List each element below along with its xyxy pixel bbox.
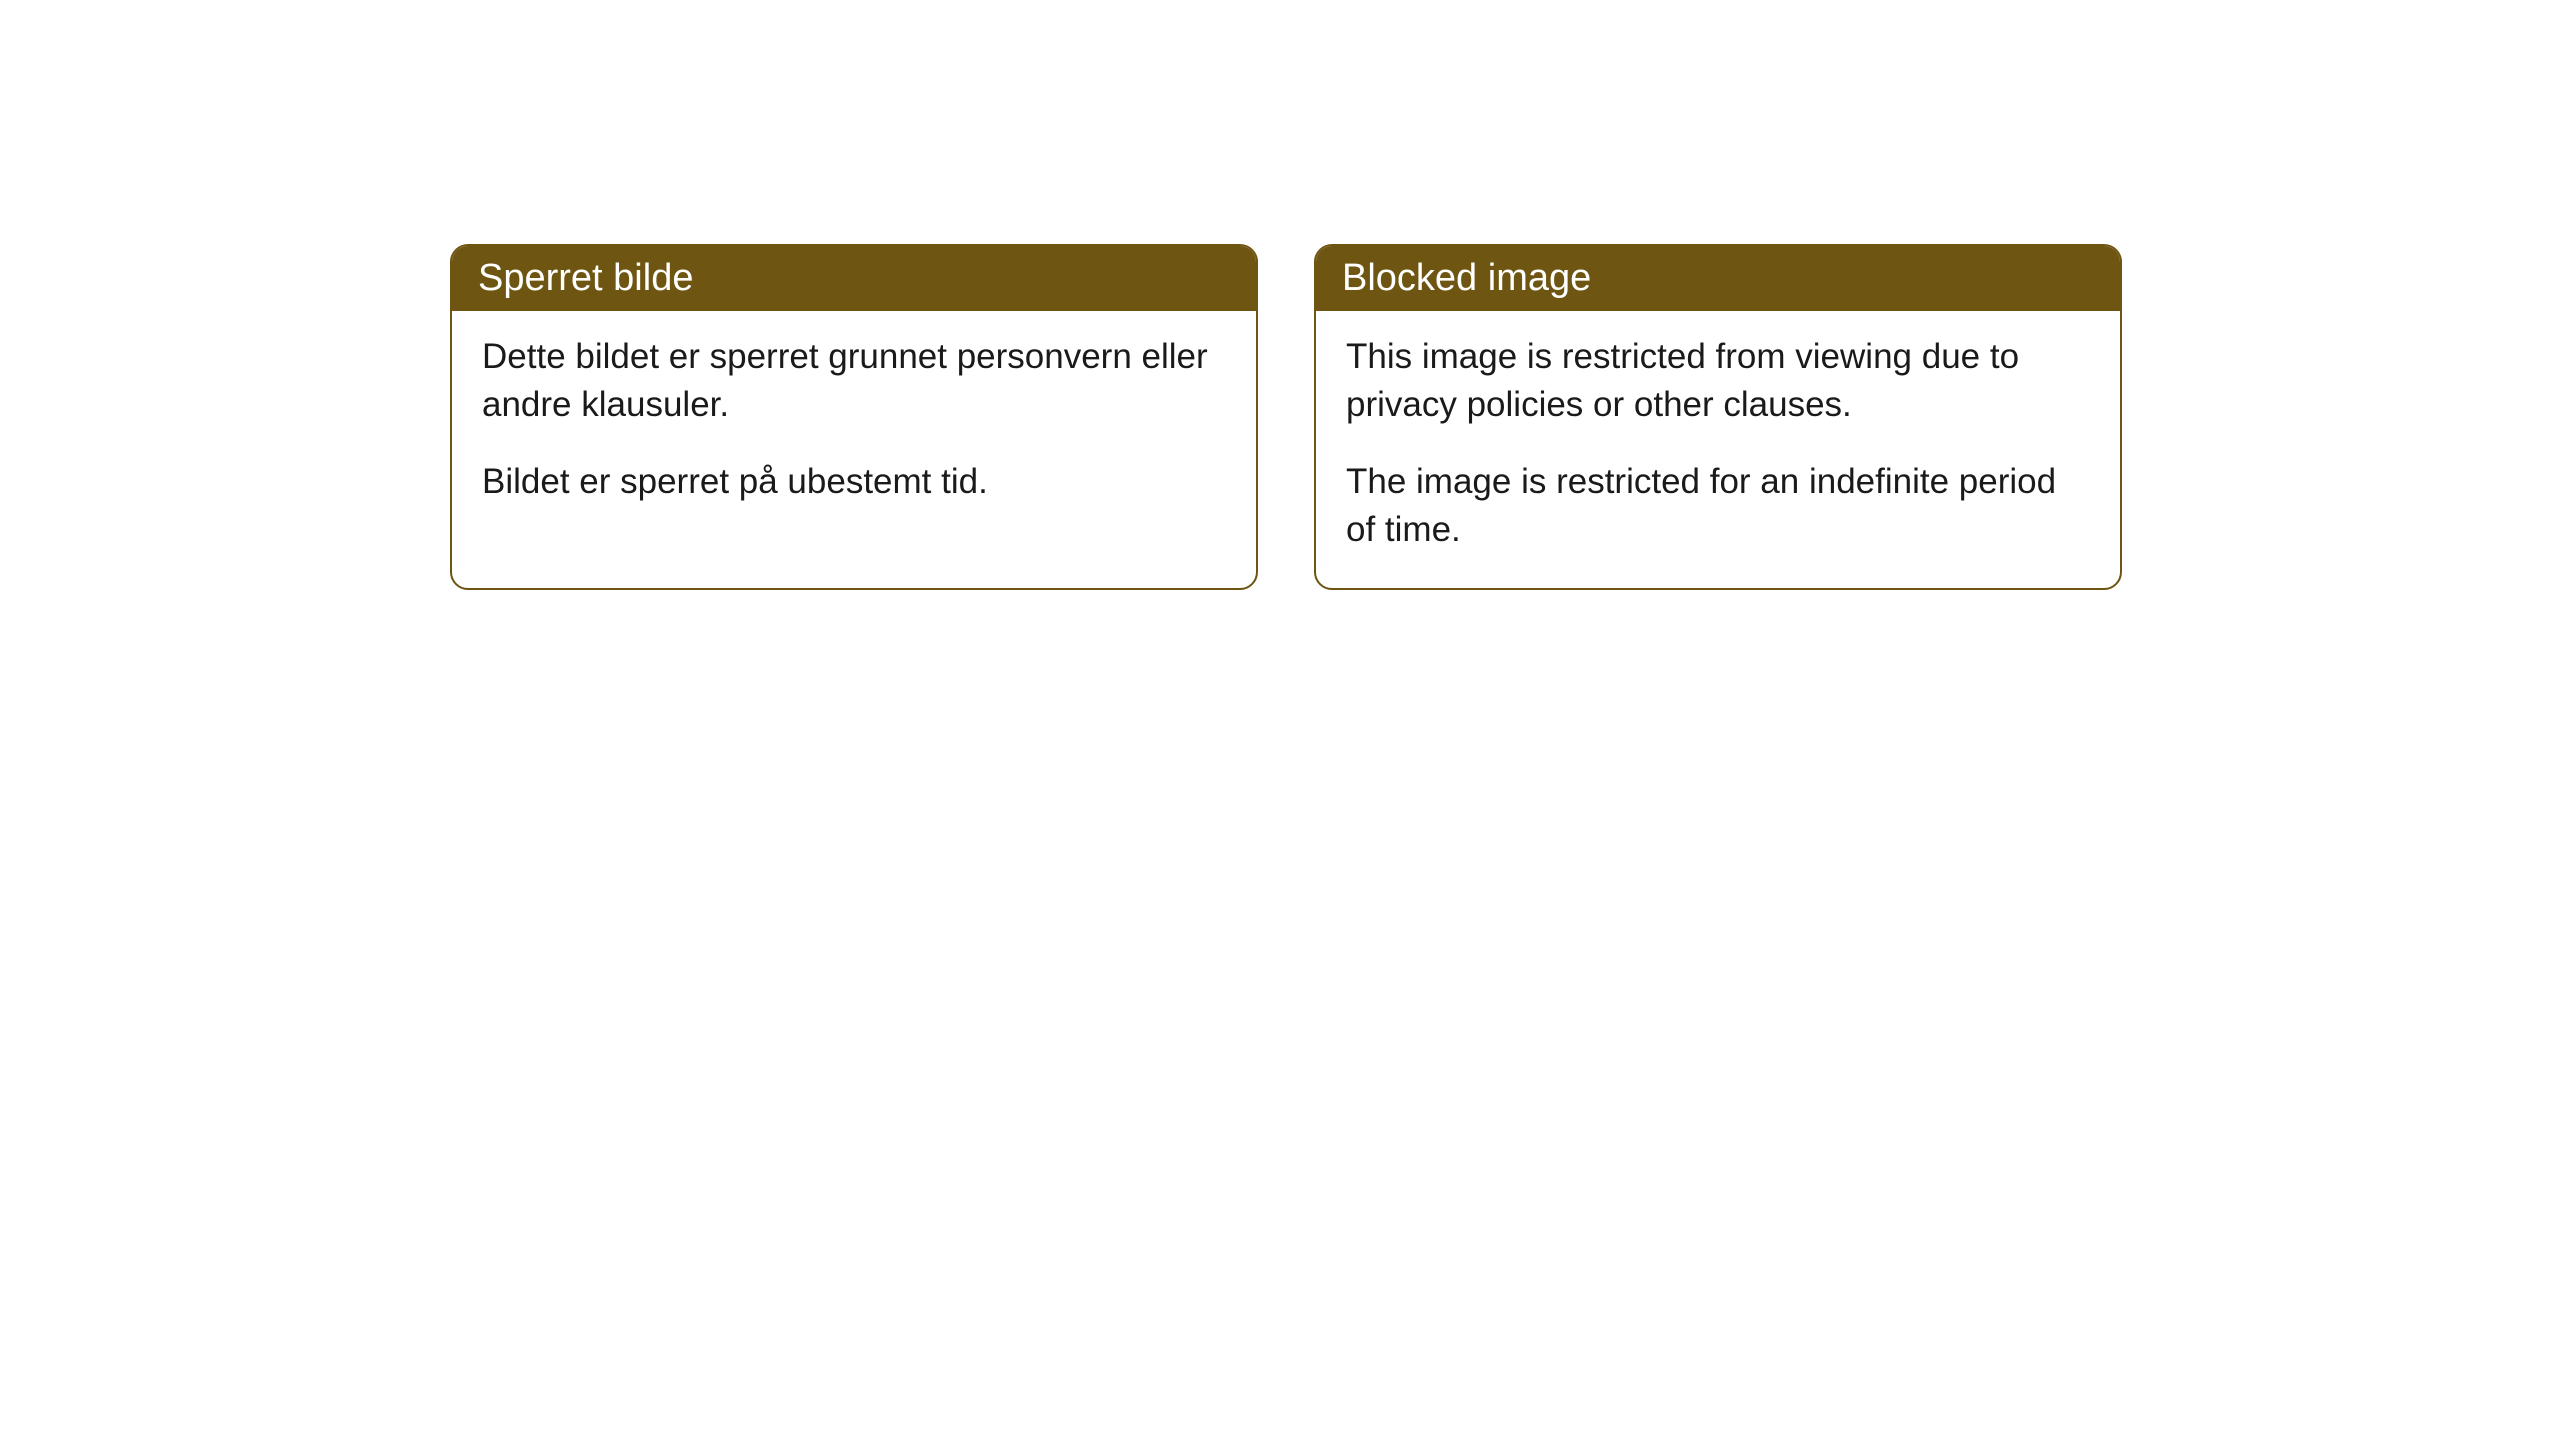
card-paragraph-2-no: Bildet er sperret på ubestemt tid. [482,458,1226,506]
card-paragraph-1-no: Dette bildet er sperret grunnet personve… [482,333,1226,430]
card-title-no: Sperret bilde [452,246,1256,311]
blocked-image-card-no: Sperret bilde Dette bildet er sperret gr… [450,244,1258,590]
card-body-en: This image is restricted from viewing du… [1316,311,2120,588]
blocked-image-card-en: Blocked image This image is restricted f… [1314,244,2122,590]
card-title-en: Blocked image [1316,246,2120,311]
card-paragraph-2-en: The image is restricted for an indefinit… [1346,458,2090,555]
card-paragraph-1-en: This image is restricted from viewing du… [1346,333,2090,430]
card-body-no: Dette bildet er sperret grunnet personve… [452,311,1256,540]
notice-cards-container: Sperret bilde Dette bildet er sperret gr… [450,244,2122,590]
